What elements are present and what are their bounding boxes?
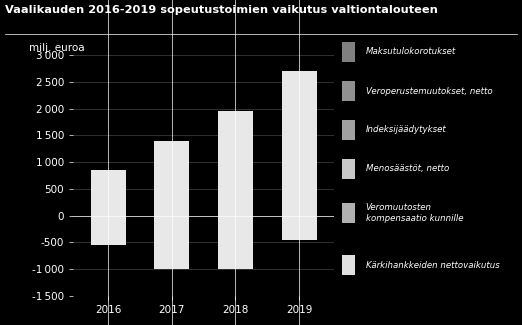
Bar [342,81,355,101]
Text: Maksutulokorotukset: Maksutulokorotukset [365,47,456,57]
Text: Vaalikauden 2016-2019 sopeutustoimien vaikutus valtiontalouteen: Vaalikauden 2016-2019 sopeutustoimien va… [5,5,438,15]
Text: Veromuutosten
kompensaatio kunnille: Veromuutosten kompensaatio kunnille [365,203,463,223]
Bar [342,42,355,62]
Bar [342,120,355,140]
Text: Indeksijäädytykset: Indeksijäädytykset [365,125,446,135]
Bar [154,215,189,269]
Bar [218,111,253,215]
Text: milj. euroa: milj. euroa [29,43,85,53]
Bar [91,170,126,215]
Text: Veroperustemuutokset, netto: Veroperustemuutokset, netto [365,86,492,96]
Bar [91,215,126,245]
Bar [218,215,253,269]
Bar [342,255,355,275]
Bar [281,215,316,240]
Bar [342,203,355,223]
Bar [281,71,316,215]
Bar [154,141,189,215]
Text: Menosäästöt, netto: Menosäästöt, netto [365,164,449,174]
Text: Kärkihankkeiden nettovaikutus: Kärkihankkeiden nettovaikutus [365,261,499,270]
Bar [342,159,355,179]
